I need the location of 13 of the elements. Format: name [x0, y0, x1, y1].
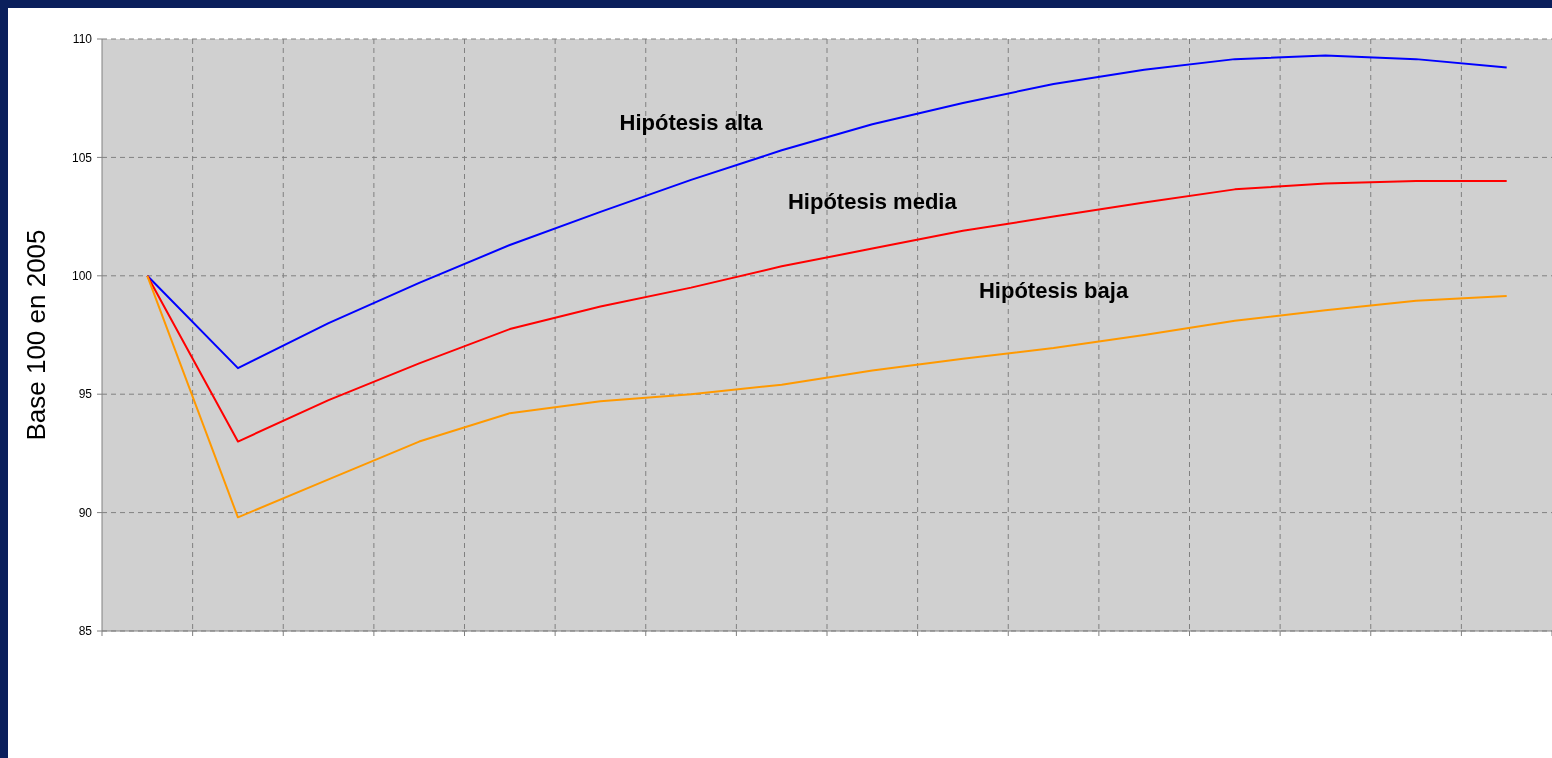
line-series — [146, 54, 1508, 370]
series-label: Hipótesis media — [787, 188, 958, 214]
series-label: Hipótesis alta — [619, 109, 764, 135]
y-axis-title: Base 100 en 2005 — [21, 229, 51, 441]
series-label: Hipótesis baja — [978, 278, 1129, 304]
y-tick-label: 95 — [78, 387, 93, 402]
y-tick-label: 105 — [71, 150, 93, 165]
y-tick-label: 110 — [72, 32, 93, 47]
y-tick-label: 85 — [78, 624, 93, 639]
line-series — [146, 274, 1508, 519]
y-tick-label: 100 — [71, 269, 93, 283]
line-series — [146, 180, 1508, 443]
y-tick-label: 90 — [78, 505, 93, 520]
